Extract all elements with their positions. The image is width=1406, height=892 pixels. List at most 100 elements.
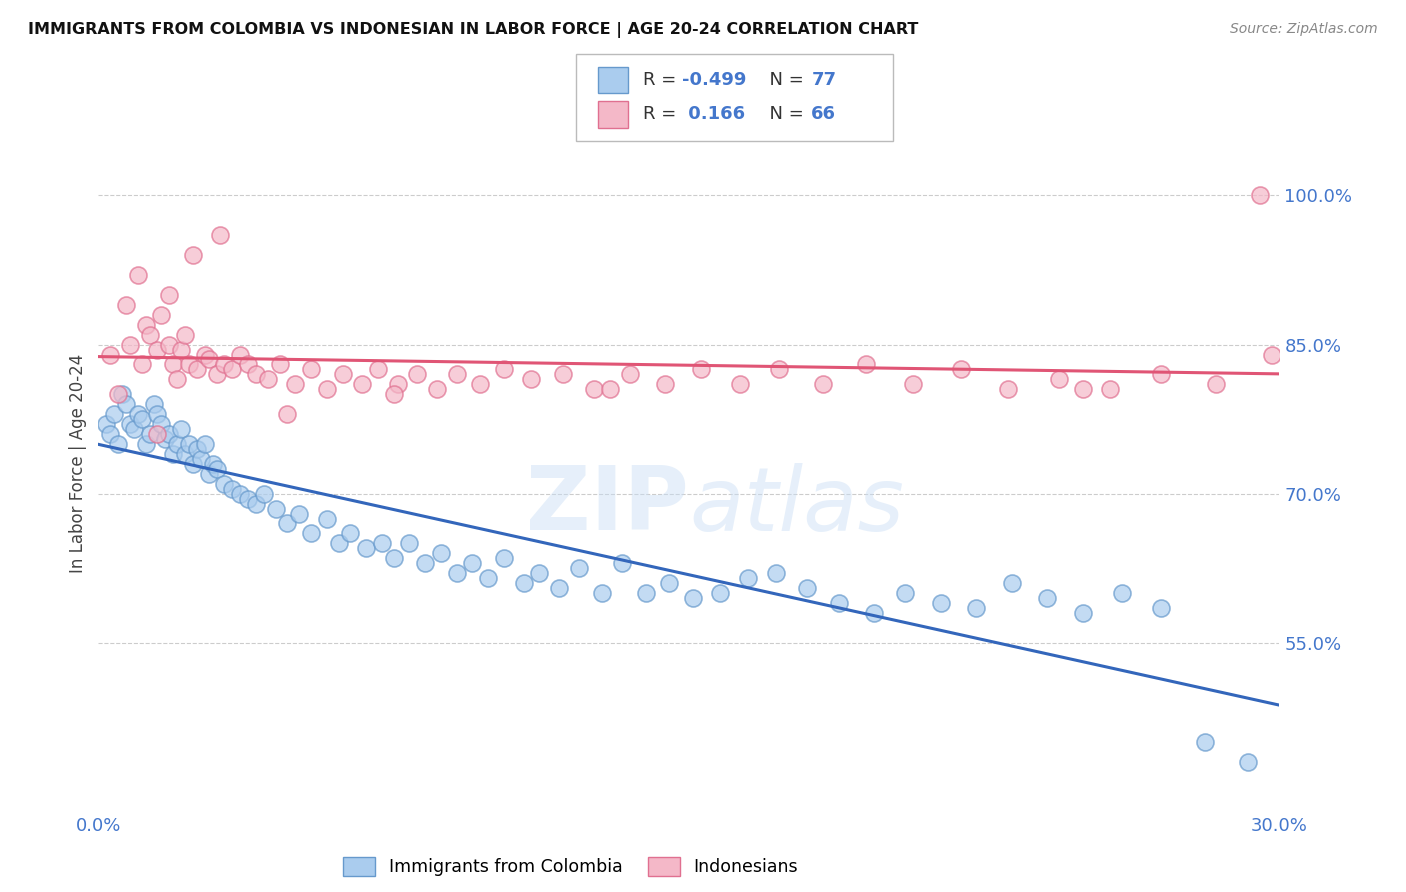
Point	[269, 358, 291, 372]
Text: N =: N =	[758, 71, 810, 89]
Point	[894, 586, 917, 600]
Text: Source: ZipAtlas.com: Source: ZipAtlas.com	[1230, 22, 1378, 37]
Text: 66: 66	[811, 105, 837, 123]
Text: 0.166: 0.166	[682, 105, 745, 123]
Point	[1047, 372, 1070, 386]
Point	[949, 362, 972, 376]
Point	[166, 437, 188, 451]
Point	[245, 497, 267, 511]
Point	[827, 596, 849, 610]
Point	[929, 596, 952, 610]
Point	[229, 486, 252, 500]
Point	[127, 407, 149, 421]
Point	[765, 566, 787, 581]
Point	[284, 377, 307, 392]
Point	[299, 362, 322, 376]
Point	[236, 358, 259, 372]
Point	[205, 368, 228, 382]
Point	[197, 467, 219, 481]
Point	[997, 382, 1019, 396]
Point	[214, 358, 236, 372]
Point	[155, 432, 177, 446]
Point	[413, 556, 436, 570]
Point	[107, 437, 129, 451]
Point	[177, 358, 200, 372]
Point	[965, 601, 987, 615]
Point	[470, 377, 492, 392]
Point	[1071, 382, 1094, 396]
Point	[1260, 347, 1282, 361]
Point	[332, 368, 354, 382]
Point	[118, 417, 141, 431]
Point	[492, 362, 515, 376]
Point	[634, 586, 657, 600]
Point	[96, 417, 118, 431]
Point	[221, 362, 243, 376]
Point	[461, 556, 484, 570]
Point	[398, 536, 420, 550]
Point	[276, 516, 298, 531]
Legend: Immigrants from Colombia, Indonesians: Immigrants from Colombia, Indonesians	[336, 850, 806, 883]
Text: ZIP: ZIP	[526, 462, 689, 549]
Point	[492, 551, 515, 566]
Point	[591, 586, 613, 600]
Point	[1036, 591, 1059, 605]
Text: 77: 77	[811, 71, 837, 89]
Point	[135, 318, 157, 332]
Point	[127, 268, 149, 282]
Point	[170, 422, 193, 436]
Text: -0.499: -0.499	[682, 71, 747, 89]
Point	[728, 377, 751, 392]
Point	[122, 422, 145, 436]
Point	[135, 437, 157, 451]
Point	[371, 536, 394, 550]
Point	[157, 427, 180, 442]
Text: IMMIGRANTS FROM COLOMBIA VS INDONESIAN IN LABOR FORCE | AGE 20-24 CORRELATION CH: IMMIGRANTS FROM COLOMBIA VS INDONESIAN I…	[28, 22, 918, 38]
Point	[1237, 755, 1260, 769]
Point	[446, 566, 468, 581]
Point	[658, 576, 681, 591]
Point	[855, 358, 877, 372]
Point	[1099, 382, 1122, 396]
Point	[186, 442, 208, 456]
Point	[382, 551, 405, 566]
Point	[430, 546, 453, 560]
Point	[367, 362, 389, 376]
Point	[689, 362, 711, 376]
Point	[1111, 586, 1133, 600]
Point	[98, 427, 121, 442]
Point	[174, 327, 197, 342]
Text: atlas: atlas	[689, 463, 904, 549]
Point	[115, 298, 138, 312]
Point	[520, 372, 543, 386]
Point	[512, 576, 534, 591]
Point	[1150, 368, 1173, 382]
Point	[1071, 606, 1094, 620]
Point	[264, 501, 287, 516]
Point	[214, 476, 236, 491]
Point	[599, 382, 621, 396]
Text: N =: N =	[758, 105, 810, 123]
Point	[181, 457, 204, 471]
Point	[236, 491, 259, 506]
Point	[157, 337, 180, 351]
Point	[354, 541, 377, 556]
Point	[107, 387, 129, 401]
Point	[382, 387, 405, 401]
Point	[138, 427, 160, 442]
Point	[174, 447, 197, 461]
Point	[709, 586, 731, 600]
Point	[811, 377, 834, 392]
Y-axis label: In Labor Force | Age 20-24: In Labor Force | Age 20-24	[69, 354, 87, 574]
Point	[150, 417, 173, 431]
Point	[796, 581, 818, 595]
Point	[197, 352, 219, 367]
Point	[551, 368, 574, 382]
Point	[150, 308, 173, 322]
Point	[352, 377, 374, 392]
Point	[98, 347, 121, 361]
Point	[146, 343, 169, 357]
Point	[205, 462, 228, 476]
Point	[315, 382, 337, 396]
Point	[1001, 576, 1024, 591]
